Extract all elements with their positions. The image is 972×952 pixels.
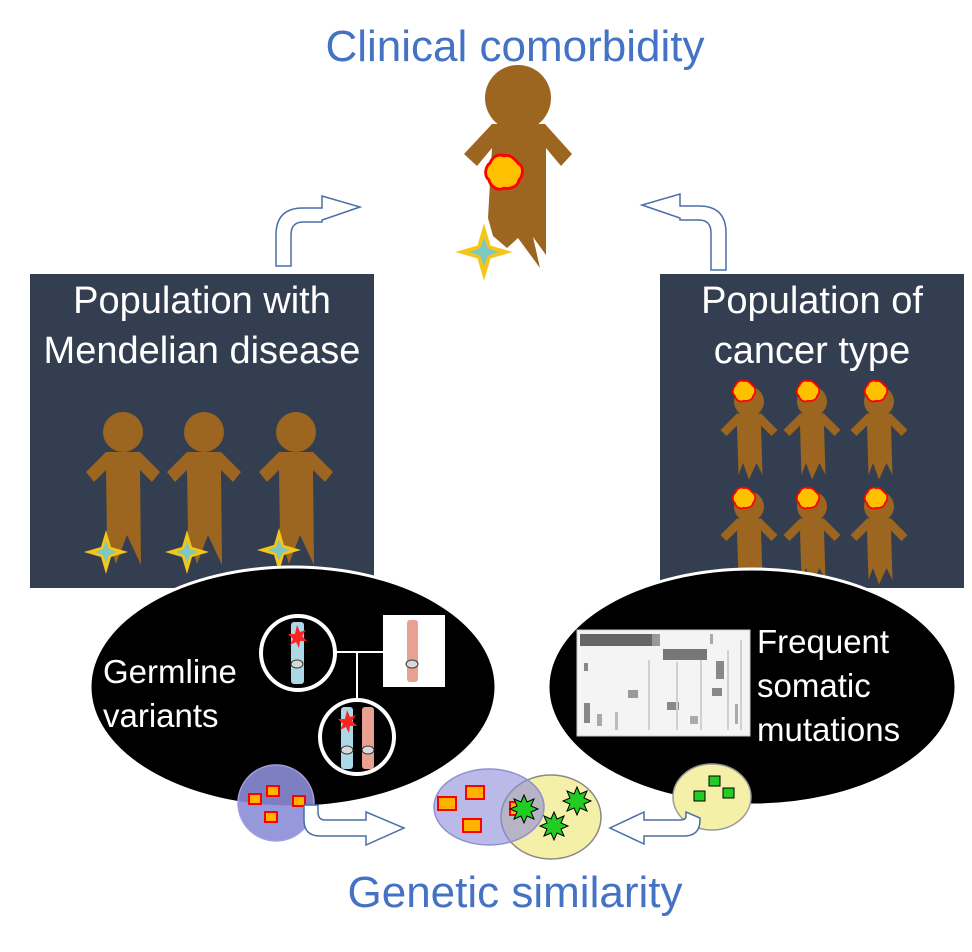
mutation-square xyxy=(693,790,706,802)
right-panel-label-line2: cancer type xyxy=(713,330,911,372)
left-panel-label-line2: Mendelian disease xyxy=(43,330,361,372)
germline-variant-set xyxy=(237,764,315,842)
variant-square xyxy=(248,793,262,805)
left-curved-arrow xyxy=(275,195,363,267)
variant-square xyxy=(264,811,278,823)
mutation-heatmap xyxy=(576,629,751,737)
venn-square xyxy=(437,796,457,811)
germline-label-line2: variants xyxy=(103,697,219,734)
mutation-burst-icon-2 xyxy=(338,710,357,733)
mutation-square xyxy=(708,775,721,787)
title-clinical-comorbidity: Clinical comorbidity xyxy=(325,22,705,71)
green-star-icon-3 xyxy=(538,810,570,842)
venn-square xyxy=(462,818,482,833)
left-bottom-arrow xyxy=(303,804,406,847)
mendelian-person-icon-1 xyxy=(86,412,160,565)
somatic-label-line2: somatic xyxy=(757,667,871,704)
germline-label-line1: Germline xyxy=(103,653,237,690)
chromosome-circle-bottom xyxy=(318,698,396,776)
centromere-icon-right xyxy=(405,659,419,669)
variant-square xyxy=(292,795,306,807)
left-panel-label-line1: Population with xyxy=(73,280,331,322)
title-genetic-similarity: Genetic similarity xyxy=(347,868,683,917)
somatic-label-line1: Frequent xyxy=(757,623,890,660)
somatic-label-line3: mutations xyxy=(757,711,901,748)
chromosome-salmon-bottom xyxy=(362,707,374,769)
centromere-icon-br xyxy=(361,745,375,755)
green-star-icon-1 xyxy=(508,793,540,825)
mutation-square xyxy=(722,787,735,799)
mendelian-person-icon-3 xyxy=(259,412,333,565)
chromosome-salmon-right xyxy=(407,620,418,682)
centromere-icon xyxy=(290,659,304,669)
central-tumor-icon xyxy=(484,153,524,191)
central-person-icon xyxy=(464,65,572,268)
variant-square xyxy=(266,785,280,797)
right-panel-label-line1: Population of xyxy=(701,280,923,322)
mendelian-person-icon-2 xyxy=(167,412,241,565)
somatic-mutation-set xyxy=(672,763,752,831)
venn-blue xyxy=(433,768,545,846)
venn-square xyxy=(465,785,485,800)
green-star-icon-2 xyxy=(561,785,593,817)
somatic-oval xyxy=(546,567,958,807)
right-curved-arrow xyxy=(639,193,727,271)
centromere-icon-bl xyxy=(340,745,354,755)
mutation-burst-icon xyxy=(288,625,307,648)
right-bottom-arrow xyxy=(608,810,701,846)
